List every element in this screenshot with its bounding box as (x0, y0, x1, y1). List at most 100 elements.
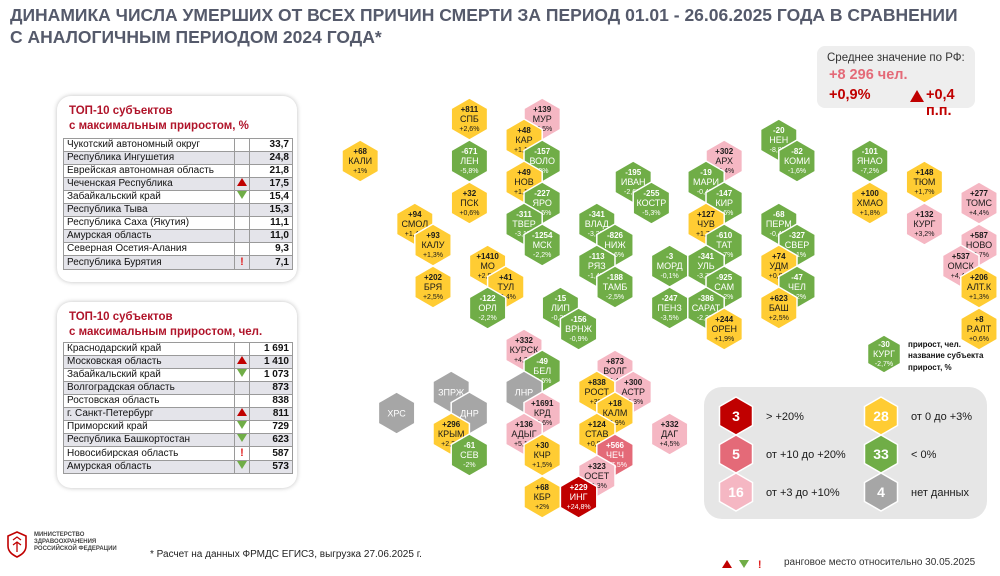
region-delta: +587 (970, 231, 989, 240)
region-delta: -68 (773, 210, 785, 219)
table-row: Республика Ингушетия 24,8 (63, 151, 293, 165)
legend-count: 33 (873, 446, 889, 462)
region-code: МАРИ (693, 177, 719, 187)
region-pct: +1,3% (423, 252, 443, 259)
region-code: ВОЛГ (603, 366, 627, 376)
region-delta: -15 (555, 294, 567, 303)
region-code: КБР (534, 492, 551, 502)
hex-cell (778, 139, 816, 183)
table-row: Амурская область 573 (63, 460, 293, 474)
region-pct: -2,7% (875, 361, 893, 368)
legend-label: от +3 до +10% (766, 487, 840, 499)
region-delta: +94 (408, 210, 422, 219)
region-delta: -341 (698, 252, 715, 261)
rf-average-box: Среднее значение по РФ: +8 296 чел. +0,9… (817, 46, 975, 119)
legend-item: 3 > +20% (718, 396, 804, 436)
region-code: ОРЛ (478, 303, 496, 313)
region-delta: -49 (536, 357, 548, 366)
region-delta: -20 (773, 126, 785, 135)
region-delta: +811 (461, 105, 479, 114)
region-code: ТАМБ (603, 282, 628, 292)
legend-label: > +20% (766, 411, 804, 423)
region-delta: -671 (461, 147, 478, 156)
legend-label: от +10 до +20% (766, 449, 846, 461)
footnote: * Расчет на данных ФРМДС ЕГИСЗ, выгрузка… (150, 549, 422, 560)
region-pct: -5,3% (642, 210, 660, 217)
region-code: ЯНАО (857, 156, 883, 166)
region-delta: +18 (608, 399, 622, 408)
region-code: САМ (714, 282, 734, 292)
rank-up-icon (722, 560, 732, 568)
rank-marker (234, 460, 250, 474)
rank-down-icon (237, 421, 247, 429)
region-code: УДМ (769, 261, 788, 271)
region-code: МО (480, 261, 495, 271)
region-code: КОСТР (636, 198, 666, 208)
region-code: ЛНР (515, 388, 533, 398)
region-delta: -826 (607, 231, 624, 240)
region-name: Волгоградская область (63, 381, 235, 395)
key-label-pct: прирост, % (908, 363, 952, 372)
region-delta: +48 (517, 126, 531, 135)
legend-label: < 0% (911, 449, 937, 461)
region-pct: -2,5% (606, 294, 624, 301)
region-delta: -113 (589, 252, 605, 261)
ministry-name: МИНИСТЕРСТВО ЗДРАВООХРАНЕНИЯ РОССИЙСКОЙ … (34, 532, 117, 553)
region-delta: -1254 (532, 231, 553, 240)
region-code: ТОМС (966, 198, 993, 208)
region-pct: +3,2% (914, 231, 934, 238)
region-pct: +0,6% (969, 336, 989, 343)
region-code: КУРГ (873, 349, 895, 359)
region-code: ЯРО (533, 198, 552, 208)
region-delta: +323 (588, 462, 607, 471)
hex-cell (468, 286, 507, 330)
region-delta: +202 (424, 273, 443, 282)
region-pct: -5,8% (460, 168, 478, 175)
hex-cell (414, 265, 452, 309)
region-delta: +93 (426, 231, 440, 240)
region-pct: -0,9% (569, 336, 587, 343)
region-pct: +2% (535, 504, 549, 511)
region-delta: +838 (588, 378, 607, 387)
region-code: ВОЛО (529, 156, 555, 166)
region-code: БРЯ (424, 282, 442, 292)
region-code: КИР (715, 198, 733, 208)
region-delta: -188 (607, 273, 624, 282)
region-delta: +124 (588, 420, 607, 429)
region-code: ПЕНЗ (657, 303, 681, 313)
region-pct: +0,6% (459, 210, 479, 217)
region-code: ОСЕТ (584, 471, 610, 481)
region-value: 623 (249, 433, 293, 447)
region-code: КУРСК (510, 345, 539, 355)
region-delta: -3 (666, 252, 674, 261)
ministry-line-1: МИНИСТЕРСТВО (34, 532, 85, 538)
region-delta: +206 (970, 273, 989, 282)
hex-cell (341, 139, 380, 183)
region-delta: -19 (700, 168, 712, 177)
region-code: ТУЛ (497, 282, 514, 292)
hex-cell (650, 412, 689, 456)
region-hex: +8Р.АЛТ +0,6% (960, 307, 998, 351)
region-code: КАЛМ (603, 408, 628, 418)
region-value: 15,3 (249, 203, 293, 217)
hex-cell (559, 475, 598, 519)
rank-marker (234, 381, 250, 395)
region-delta: +244 (715, 315, 734, 324)
hex-cell (705, 307, 744, 351)
region-delta: +127 (697, 210, 716, 219)
region-delta: +139 (533, 105, 552, 114)
region-pct: +1,8% (860, 210, 880, 217)
region-code: ТАТ (716, 240, 732, 250)
legend-item: 4 нет данных (863, 472, 970, 512)
